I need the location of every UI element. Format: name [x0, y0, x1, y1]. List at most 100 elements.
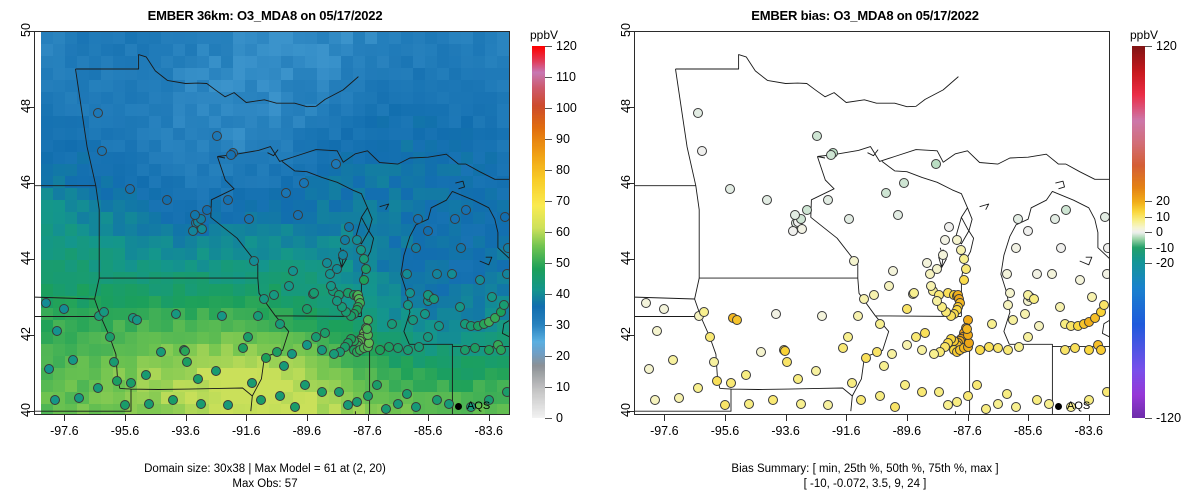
aqs-station-marker [659, 303, 670, 314]
colorbar-tick-label: 20 [556, 349, 570, 363]
colorbar-tick-label: 120 [556, 39, 577, 53]
aqs-station-marker [330, 159, 341, 170]
aqs-station-marker [1100, 212, 1109, 223]
x-axis-tick-label: -91.6 [231, 424, 261, 438]
aqs-station-marker [644, 364, 655, 375]
aqs-station-marker [910, 332, 921, 343]
aqs-station-marker [283, 280, 294, 291]
colorbar-tick-label: 70 [556, 194, 570, 208]
aqs-station-marker [1020, 309, 1031, 320]
aqs-station-marker [1089, 313, 1100, 324]
aqs-station-marker [171, 309, 182, 320]
aqs-station-marker [201, 204, 212, 215]
aqs-station-marker [959, 254, 970, 265]
aqs-station-marker [182, 356, 193, 367]
aqs-station-marker [392, 343, 403, 354]
caption-line-2: Max Obs: 57 [232, 478, 298, 490]
x-axis-tick [185, 415, 187, 421]
aqs-station-marker [274, 318, 285, 329]
aqs-station-marker [342, 400, 353, 411]
aqs-station-marker [407, 314, 418, 325]
aqs-station-marker [1070, 343, 1081, 354]
aqs-station-marker [197, 223, 208, 234]
aqs-legend-label: AQS [1067, 400, 1091, 412]
x-axis-tick [664, 415, 666, 421]
aqs-station-marker [961, 324, 972, 335]
aqs-station-marker [719, 400, 730, 411]
colorbar-tick [545, 387, 552, 388]
aqs-station-marker [944, 221, 955, 232]
aqs-station-marker [1044, 398, 1055, 409]
aqs-station-marker [351, 235, 362, 246]
aqs-station-marker [268, 290, 279, 301]
colorbar-tick [545, 356, 552, 357]
aqs-station-marker [486, 292, 497, 303]
aqs-station-marker [951, 235, 962, 246]
aqs-station-marker [498, 299, 509, 310]
x-axis-tick-label: -87.6 [953, 424, 982, 438]
aqs-station-marker [929, 349, 940, 360]
aqs-station-marker [461, 204, 472, 215]
aqs-station-marker [119, 400, 130, 411]
caption-line-1: Bias Summary: [ min, 25th %, 50th %, 75t… [731, 463, 999, 475]
panel-bias: EMBER bias: O3_MDA8 on 05/17/2022 AQS -9… [600, 0, 1200, 502]
aqs-station-marker [1101, 387, 1109, 398]
aqs-station-marker [274, 390, 285, 401]
aqs-station-marker [992, 343, 1003, 354]
aqs-station-marker [917, 345, 928, 356]
x-axis-tick [306, 415, 308, 421]
colorbar-tick [545, 263, 552, 264]
aqs-station-marker [960, 263, 971, 274]
aqs-station-marker [756, 347, 767, 358]
aqs-station-marker [674, 392, 685, 403]
aqs-station-marker [292, 210, 303, 221]
aqs-station-marker [726, 377, 737, 388]
aqs-station-marker [1083, 394, 1094, 405]
aqs-station-marker [1004, 288, 1015, 299]
x-axis-tick [124, 415, 126, 421]
aqs-station-marker [1103, 242, 1109, 253]
aqs-station-marker [454, 301, 465, 312]
aqs-station-marker [1056, 242, 1067, 253]
aqs-station-marker [279, 360, 290, 371]
aqs-station-marker [704, 332, 715, 343]
aqs-legend-bias: AQS [1055, 400, 1090, 412]
y-axis-tick [628, 259, 634, 261]
aqs-station-marker [423, 332, 434, 343]
x-axis-tick [724, 415, 726, 421]
aqs-station-marker [1086, 292, 1097, 303]
aqs-station-marker [109, 356, 120, 367]
aqs-station-marker [456, 242, 467, 253]
aqs-station-marker [1011, 402, 1021, 413]
colorbar-tick [1145, 263, 1152, 264]
aqs-station-marker [326, 280, 337, 291]
aqs-station-marker [253, 311, 264, 322]
aqs-station-marker [1032, 269, 1043, 280]
aqs-station-marker [500, 212, 509, 223]
aqs-station-marker [1047, 269, 1058, 280]
aqs-station-marker [782, 356, 793, 367]
aqs-station-marker [503, 242, 509, 253]
aqs-station-marker [450, 214, 461, 225]
aqs-station-marker [1001, 269, 1012, 280]
map-plot-bias[interactable]: AQS [634, 31, 1110, 415]
aqs-station-marker [403, 299, 414, 310]
aqs-station-marker [483, 394, 494, 405]
aqs-station-marker [868, 290, 879, 301]
colorbar-tick [1145, 201, 1152, 202]
colorbar-tick [1145, 232, 1152, 233]
aqs-stations-bias [635, 32, 1109, 414]
map-plot-model[interactable]: AQS [34, 31, 510, 415]
page-title-bias: EMBER bias: O3_MDA8 on 05/17/2022 [751, 8, 979, 23]
aqs-station-marker [74, 392, 85, 403]
y-axis-tick-label: 50 [619, 23, 633, 37]
x-axis-tick [428, 415, 430, 421]
aqs-station-marker [797, 223, 808, 234]
x-axis-tick-label: -89.6 [292, 424, 322, 438]
aqs-station-marker [429, 294, 440, 305]
x-axis-tick [488, 415, 490, 421]
aqs-station-marker [651, 326, 662, 337]
x-axis-tick [967, 415, 969, 421]
x-axis-tick-label: -83.6 [474, 424, 504, 438]
colorbar-tick [545, 108, 552, 109]
